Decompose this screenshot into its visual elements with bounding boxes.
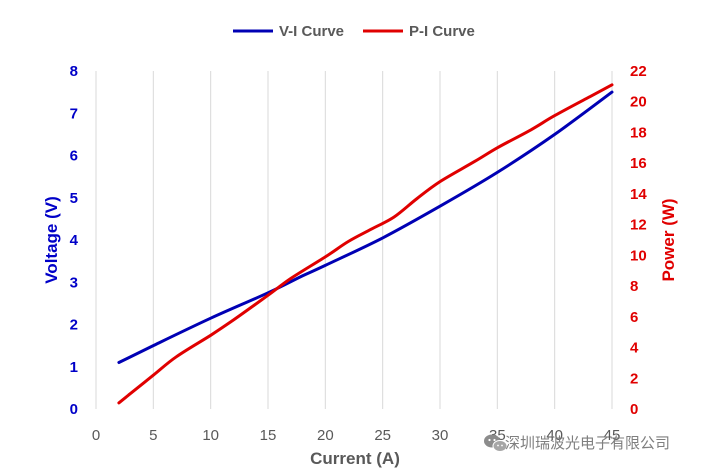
x-tick-label-0: 0 <box>92 427 100 444</box>
y-right-tick-label-11: 22 <box>630 63 647 80</box>
y-right-tick-label-1: 2 <box>630 370 638 387</box>
y-right-tick-label-4: 8 <box>630 278 638 295</box>
x-axis-title: Current (A) <box>310 449 400 468</box>
y-left-tick-label-5: 5 <box>70 190 78 207</box>
y-right-tick-label-6: 12 <box>630 217 647 234</box>
series-layer <box>117 83 614 405</box>
watermark-text: 深圳瑞波光电子有限公司 <box>505 435 670 452</box>
y-left-tick-label-8: 8 <box>70 63 78 80</box>
y-right-tick-label-3: 6 <box>630 309 638 326</box>
y-left-tick-label-3: 3 <box>70 274 78 291</box>
left-axis-ticks: 0 1 2 3 4 5 6 7 8 <box>70 63 79 418</box>
y-left-tick-label-4: 4 <box>70 232 79 249</box>
x-tick-label-5: 25 <box>374 427 391 444</box>
y-right-tick-label-2: 4 <box>630 340 639 357</box>
x-tick-label-4: 20 <box>317 427 334 444</box>
y-left-tick-label-1: 1 <box>70 359 78 376</box>
y-right-tick-label-0: 0 <box>630 401 638 418</box>
y-right-tick-label-10: 20 <box>630 94 647 111</box>
x-tick-label-8: 40 <box>546 427 563 444</box>
y-axis-title-right: Power (W) <box>659 198 678 281</box>
y-left-tick-label-2: 2 <box>70 317 78 334</box>
y-left-tick-label-7: 7 <box>70 105 78 122</box>
x-tick-label-2: 10 <box>202 427 219 444</box>
wechat-icon <box>484 434 508 452</box>
grid-lines <box>95 71 613 409</box>
x-axis-ticks: 0 5 10 15 20 25 30 35 40 45 <box>92 427 621 444</box>
y-right-tick-label-9: 18 <box>630 124 647 141</box>
y-left-tick-label-0: 0 <box>70 401 78 418</box>
legend-label-pi: P-I Curve <box>409 23 475 40</box>
y-right-tick-label-8: 16 <box>630 155 647 172</box>
x-tick-label-9: 45 <box>604 427 621 444</box>
series-line-vi <box>117 90 614 364</box>
x-tick-label-3: 15 <box>260 427 277 444</box>
y-right-tick-label-7: 14 <box>630 186 647 203</box>
watermark: 深圳瑞波光电子有限公司 <box>484 434 670 452</box>
series-line-pi <box>117 83 614 405</box>
legend: V-I Curve P-I Curve <box>233 23 475 40</box>
y-right-tick-label-5: 10 <box>630 247 647 264</box>
y-left-tick-label-6: 6 <box>70 148 78 165</box>
right-axis-ticks: 0 2 4 6 8 10 12 14 16 18 20 22 <box>630 63 647 418</box>
x-tick-label-6: 30 <box>432 427 449 444</box>
x-tick-label-1: 5 <box>149 427 157 444</box>
legend-label-vi: V-I Curve <box>279 23 344 40</box>
y-axis-title-left: Voltage (V) <box>42 196 61 284</box>
